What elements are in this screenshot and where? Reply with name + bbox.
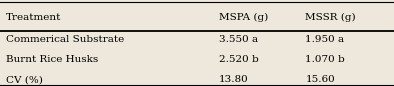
Text: Commerical Substrate: Commerical Substrate — [6, 35, 124, 44]
Text: 1.950 a: 1.950 a — [305, 35, 344, 44]
Text: 3.550 a: 3.550 a — [219, 35, 258, 44]
Text: 2.520 b: 2.520 b — [219, 55, 258, 64]
Text: 15.60: 15.60 — [305, 75, 335, 84]
Text: CV (%): CV (%) — [6, 75, 43, 84]
Text: 13.80: 13.80 — [219, 75, 249, 84]
Text: MSPA (g): MSPA (g) — [219, 13, 268, 22]
Text: Burnt Rice Husks: Burnt Rice Husks — [6, 55, 98, 64]
Text: 1.070 b: 1.070 b — [305, 55, 345, 64]
Text: MSSR (g): MSSR (g) — [305, 13, 356, 22]
Text: Treatment: Treatment — [6, 13, 61, 22]
